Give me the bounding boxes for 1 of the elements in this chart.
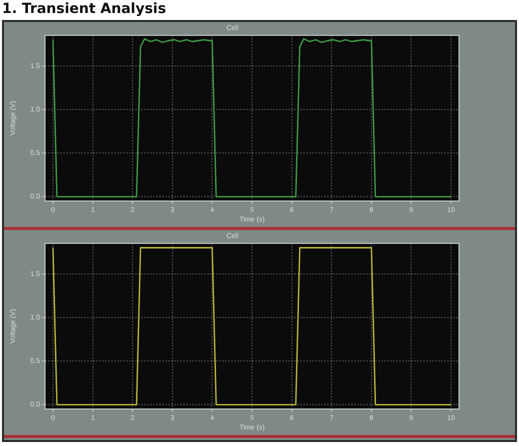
chart-title: 1. Transient Analysis [2,1,166,17]
